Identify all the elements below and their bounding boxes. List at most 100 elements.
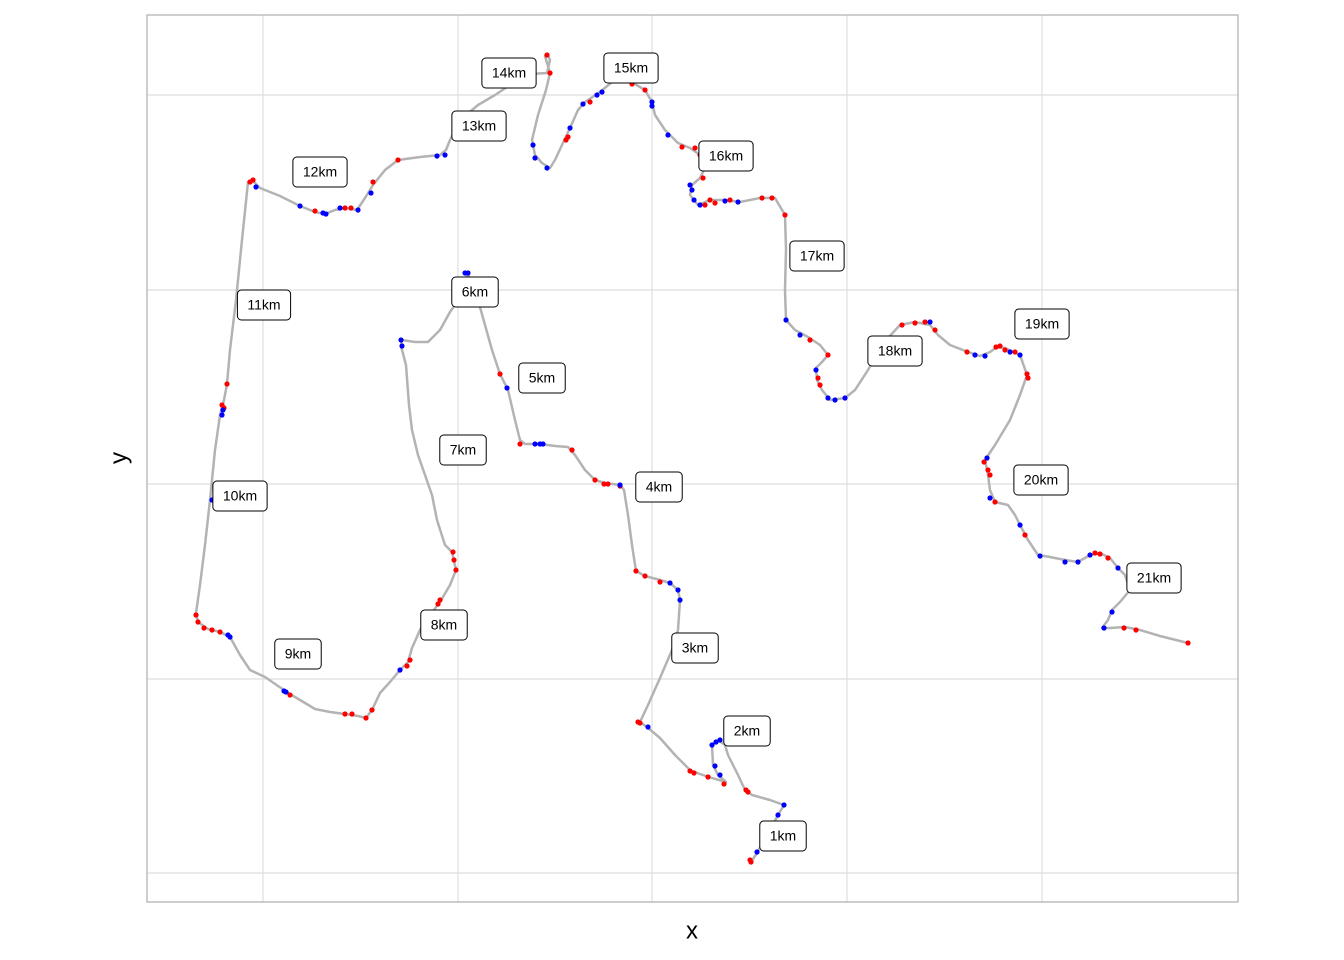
point [717,772,723,778]
point [1017,352,1023,358]
km-label: 17km [800,248,834,264]
point [677,597,683,603]
label-box [451,110,507,142]
point [1185,640,1191,646]
y-axis-title: y [105,452,132,464]
km-label: 21km [1137,570,1171,586]
point [342,711,348,717]
point [832,397,838,403]
point [250,177,256,183]
point [633,568,639,574]
point [195,619,201,625]
x-axis-title: x [686,917,698,944]
point [594,92,600,98]
km-label: 16km [709,148,743,164]
point [227,634,233,640]
point [692,145,698,151]
point [702,202,708,208]
point [932,327,938,333]
point [687,768,693,774]
point [532,441,538,447]
km-label: 6km [462,284,488,300]
km-label: 12km [303,164,337,180]
panel-border [146,14,1239,903]
point [635,719,641,725]
point [817,382,823,388]
point [348,205,354,211]
point [649,99,655,105]
km-label: 3km [682,640,708,656]
point [782,212,788,218]
label-box [698,140,754,172]
point [567,125,573,131]
point [1007,349,1013,355]
point [807,337,813,343]
label-box [274,638,322,670]
point [368,190,374,196]
point [435,601,441,607]
point [667,580,673,586]
km-label: 15km [614,60,648,76]
km-label: 20km [1024,472,1058,488]
point [407,657,413,663]
point [987,472,993,478]
point [1092,550,1098,556]
point [1024,371,1030,377]
point [437,597,443,603]
point [544,165,550,171]
point [922,319,928,325]
point [727,197,733,203]
point [1002,347,1008,353]
point [842,395,848,401]
point [743,787,749,793]
point [1037,553,1043,559]
point [599,89,605,95]
point [224,381,230,387]
point [209,627,215,633]
label-box [867,335,923,367]
point [355,207,361,213]
label-box [481,57,537,89]
point [404,663,410,669]
label-box [420,609,468,641]
km-label: 9km [285,646,311,662]
label-box [439,434,487,466]
point [679,144,685,150]
point [283,689,289,695]
label-box [1126,562,1182,594]
point [675,587,681,593]
point [689,187,695,193]
point [369,707,375,713]
point [1012,349,1018,355]
point [442,152,448,158]
point [1075,559,1081,565]
point [769,195,775,201]
point [759,195,765,201]
point [665,132,671,138]
point [1133,627,1139,633]
point [754,849,760,855]
point [342,205,348,211]
point [927,319,933,325]
point [601,481,607,487]
label-box [212,480,268,512]
point [1109,609,1115,615]
point [193,612,199,618]
point [712,763,718,769]
point [312,208,318,214]
point [349,711,355,717]
point [642,573,648,579]
label-box [723,715,771,747]
point [687,182,693,188]
point [717,737,723,743]
point [399,343,405,349]
point [705,774,711,780]
point [815,375,821,381]
label-box [759,820,807,852]
point [1025,375,1031,381]
point [984,455,990,461]
label-box [1013,464,1069,496]
point [712,200,718,206]
label-box [671,632,719,664]
